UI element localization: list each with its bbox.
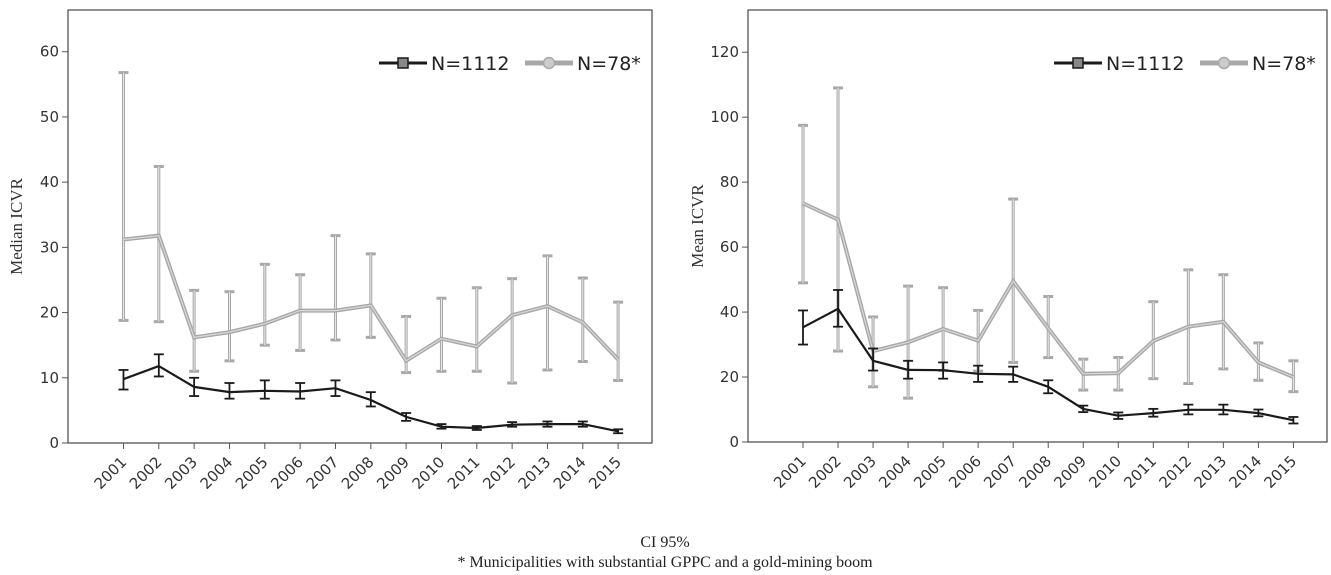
error-bar [577, 276, 588, 363]
error-bar [436, 296, 447, 373]
y-tick-label: 0 [729, 433, 739, 451]
y-tick-label: 20 [40, 304, 59, 322]
x-tick-label: 2012 [1155, 452, 1195, 492]
series-line-core [802, 202, 1294, 378]
x-tick-label: 2003 [161, 453, 201, 493]
x-tick-label: 2013 [515, 453, 555, 493]
y-tick-label: 100 [710, 108, 739, 126]
y-tick-label: 0 [49, 434, 59, 452]
x-tick-label: 2001 [91, 453, 131, 493]
y-tick-label: 120 [710, 43, 739, 61]
y-tick-label: 40 [40, 173, 59, 191]
series-line-core [123, 234, 619, 362]
x-tick-label: 2010 [409, 453, 449, 493]
x-tick-label: 2007 [980, 452, 1020, 492]
series-line [123, 364, 619, 433]
error-bar [330, 234, 341, 342]
x-tick-label: 2009 [373, 453, 413, 493]
error-bar [365, 252, 376, 339]
x-tick-label: 2009 [1050, 452, 1090, 492]
x-tick-label: 2006 [267, 453, 307, 493]
x-tick-label: 2002 [126, 453, 166, 493]
x-tick-label: 2013 [1190, 452, 1230, 492]
x-tick-label: 2005 [910, 452, 950, 492]
x-tick-label: 2010 [1085, 452, 1125, 492]
legend-label: N=1112 [431, 53, 510, 75]
legend-marker [397, 57, 409, 69]
caption: * Municipalities with substantial GPPC a… [457, 554, 873, 571]
x-tick-label: 2015 [1261, 452, 1301, 492]
error-bar [613, 428, 624, 435]
y-tick-label: 10 [40, 369, 59, 387]
error-bar [798, 309, 809, 346]
caption: CI 95% [640, 534, 689, 551]
error-bar [542, 254, 553, 372]
x-tick-label: 2001 [770, 452, 810, 492]
error-bar [224, 382, 235, 400]
y-tick-label: 60 [720, 238, 739, 256]
error-bar [507, 277, 518, 385]
legend-label: N=1112 [1106, 53, 1185, 75]
plot-frame [747, 9, 1328, 443]
error-bar [401, 314, 412, 375]
series-line [802, 307, 1294, 422]
error-bar [613, 300, 624, 382]
error-bar [153, 165, 164, 324]
x-tick-label: 2004 [875, 452, 915, 492]
x-tick-label: 2015 [585, 453, 625, 493]
x-tick-label: 2008 [338, 453, 378, 493]
x-tick-label: 2012 [479, 453, 519, 493]
x-tick-label: 2006 [945, 452, 985, 492]
error-bar [189, 288, 200, 373]
y-tick-label: 60 [40, 43, 59, 61]
plot-frame [67, 9, 653, 444]
error-bar [118, 71, 129, 322]
legend-marker [1072, 57, 1084, 69]
error-bar [259, 379, 270, 400]
legend-label: N=78* [577, 53, 641, 75]
x-tick-label: 2011 [444, 453, 484, 493]
x-tick-label: 2011 [1120, 452, 1160, 492]
error-bar [471, 286, 482, 373]
y-tick-label: 20 [720, 368, 739, 386]
y-tick-label: 30 [40, 238, 59, 256]
x-tick-label: 2004 [197, 453, 237, 493]
legend-label: N=78* [1252, 53, 1316, 75]
y-tick-label: 50 [40, 108, 59, 126]
error-bar [259, 262, 270, 347]
error-bar [118, 369, 129, 391]
legend-marker [1217, 56, 1231, 70]
y-tick-label: 80 [720, 173, 739, 191]
x-tick-label: 2003 [840, 452, 880, 492]
x-tick-label: 2014 [550, 453, 590, 493]
y-axis-label: Median ICVR [7, 177, 26, 274]
x-tick-label: 2008 [1015, 452, 1055, 492]
error-bar [1288, 416, 1299, 425]
error-bar [224, 290, 235, 363]
x-tick-label: 2002 [805, 452, 845, 492]
x-tick-label: 2005 [232, 453, 272, 493]
y-tick-label: 40 [720, 303, 739, 321]
x-tick-label: 2014 [1225, 452, 1265, 492]
x-tick-label: 2007 [303, 453, 343, 493]
legend-marker [542, 56, 556, 70]
y-axis-label: Mean ICVR [688, 184, 707, 268]
